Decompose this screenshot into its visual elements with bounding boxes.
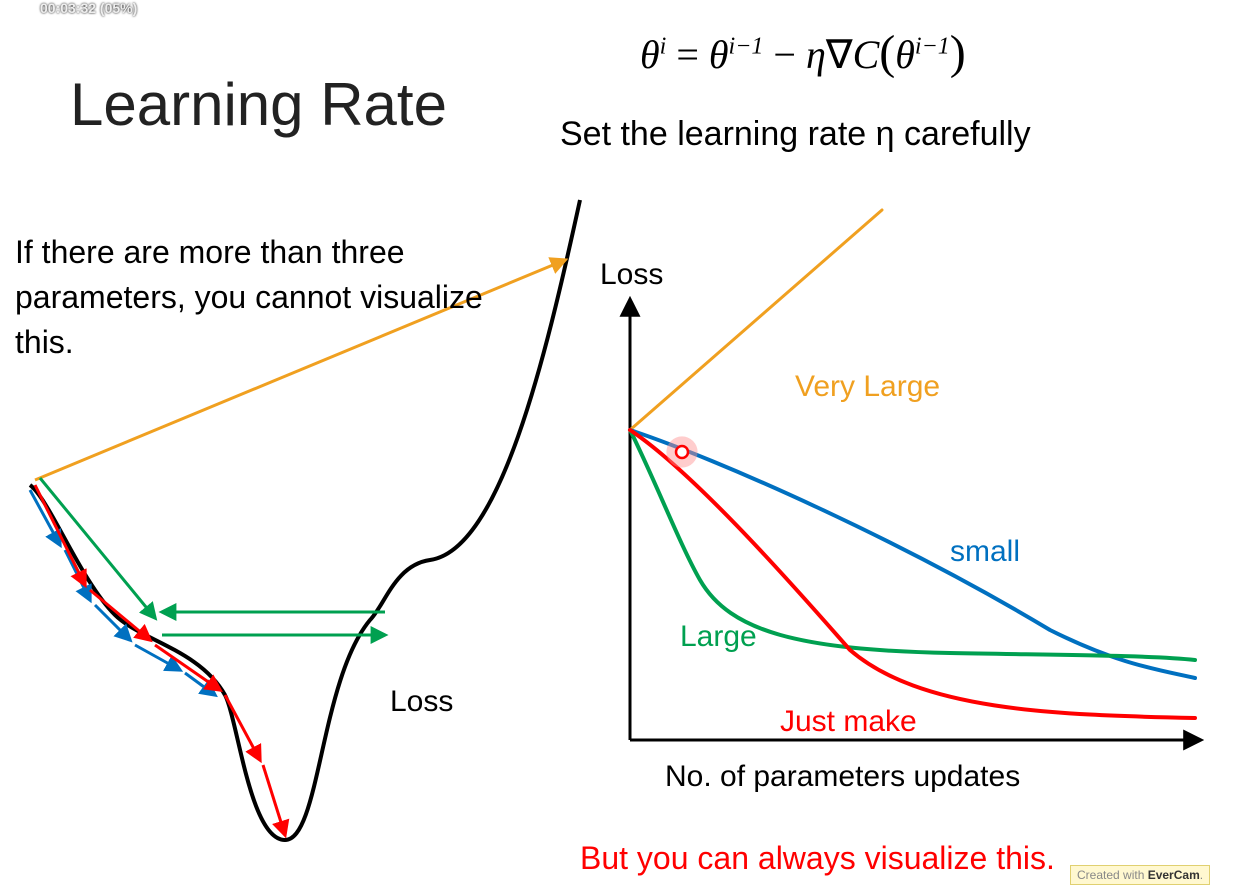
gradient-descent-formula: θi = θi−1 − η∇C(θi−1)	[640, 25, 966, 80]
loss-vs-updates-chart	[630, 210, 1200, 740]
x-axis-label: No. of parameters updates	[665, 760, 1020, 794]
subtitle: Set the learning rate η carefully	[560, 115, 1031, 154]
watermark: Created with EverCam.	[1070, 865, 1210, 885]
page-title: Learning Rate	[70, 70, 447, 139]
bottom-note: But you can always visualize this.	[580, 840, 1055, 877]
curve-label-just_make: Just make	[780, 705, 917, 739]
curve-label-very_large: Very Large	[795, 370, 940, 404]
left-note: If there are more than three parameters,…	[15, 230, 485, 364]
loss-label-left: Loss	[390, 685, 453, 719]
curve-label-large: Large	[680, 620, 757, 654]
y-axis-label: Loss	[600, 258, 663, 292]
timestamp: 00:03:32 (05%)	[40, 0, 137, 16]
curve-label-small: small	[950, 535, 1020, 569]
